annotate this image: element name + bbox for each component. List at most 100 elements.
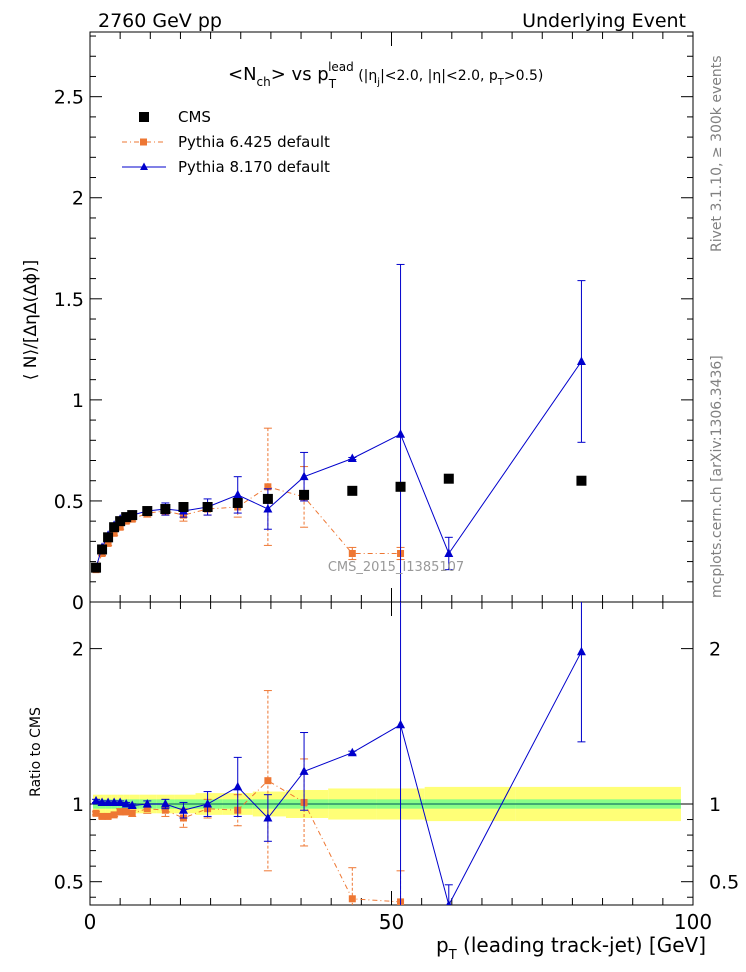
py8-ratio-marker — [160, 799, 170, 808]
cms-marker — [115, 516, 126, 527]
cms-marker — [395, 481, 406, 492]
lower-y-tick-label: 2 — [72, 639, 84, 661]
cms-marker — [576, 475, 587, 486]
py8-ratio-marker — [299, 766, 309, 775]
py6-ratio-marker — [98, 812, 106, 820]
py8-ratio-marker — [115, 797, 125, 806]
cms-marker — [121, 512, 132, 523]
py6-ratio-marker — [161, 806, 169, 814]
lower-y-tick-label: 0.5 — [54, 872, 84, 894]
py8-line — [95, 361, 582, 568]
py6-ratio-marker — [116, 808, 124, 816]
legend-py6-marker — [140, 138, 147, 146]
header-left: 2760 GeV pp — [98, 10, 222, 32]
py8-marker — [263, 504, 273, 513]
cms-marker — [232, 497, 243, 508]
mcplots-label: mcplots.cern.ch [arXiv:1306.3436] — [709, 355, 725, 598]
py8-ratio-marker — [576, 646, 586, 656]
py8-ratio-marker — [103, 797, 113, 806]
x-tick-label: 0 — [84, 910, 97, 934]
legend-py6-label: Pythia 6.425 default — [178, 133, 330, 151]
py6-marker — [348, 549, 356, 557]
py8-ratio-marker — [396, 719, 406, 729]
lower-panel: 0.5 0.5 1 1 2 2 0 50 100 — [54, 601, 739, 934]
x-axis-title: pT (leading track-jet) [GeV] — [436, 933, 706, 963]
cms-marker — [127, 510, 138, 521]
cms-series — [91, 473, 587, 573]
rivet-label: Rivet 3.1.10, ≥ 300k events — [709, 55, 725, 252]
x-tick-label: 50 — [379, 910, 404, 934]
py6-marker — [264, 483, 272, 491]
py8-marker — [576, 356, 586, 365]
py8-ratio-marker — [109, 797, 119, 806]
py8-ratio-marker — [127, 800, 137, 810]
lower-y-tick-label-right: 0.5 — [709, 872, 739, 894]
upper-y-tick-label: 1.5 — [54, 289, 84, 311]
py8-ratio-marker — [121, 799, 131, 808]
py6-ratio-marker — [264, 777, 272, 785]
cms-marker — [178, 502, 189, 512]
py6-series — [92, 427, 405, 574]
plot-title: <Nch> vs pTlead (|ηj|<2.0, |η|<2.0, pT>0… — [228, 60, 543, 91]
cms-marker — [109, 522, 120, 533]
x-tick-label: 100 — [674, 910, 712, 934]
py6-ratio-marker — [110, 811, 118, 819]
py8-ratio-marker — [233, 781, 243, 791]
cms-marker — [91, 562, 102, 573]
py8-ratio-marker — [178, 805, 188, 814]
lower-y-tick-label-right: 1 — [709, 794, 721, 816]
lower-y-axis-title: Ratio to CMS — [28, 707, 44, 797]
py8-ratio-marker — [97, 797, 107, 806]
py8-ratio-series — [91, 602, 586, 905]
upper-y-tick-label: 2 — [72, 188, 84, 210]
cms-marker — [202, 502, 213, 512]
legend-cms-marker — [139, 112, 149, 122]
legend-py8-label: Pythia 8.170 default — [178, 158, 330, 176]
py6-ratio-marker — [122, 808, 130, 816]
py6-ratio-marker — [128, 809, 136, 817]
legend-py8-marker — [140, 162, 148, 170]
header-right: Underlying Event — [522, 10, 686, 32]
upper-panel: 0 0.5 1 1.5 2 2.5 — [54, 31, 694, 614]
cms-marker — [443, 473, 454, 484]
py8-ratio-marker — [142, 799, 152, 808]
watermark: CMS_2015_I1385107 — [328, 560, 464, 575]
lower-y-tick-label: 1 — [72, 794, 84, 816]
py8-ratio-line — [95, 651, 582, 905]
py6-ratio-marker — [104, 812, 112, 820]
lower-frame — [89, 601, 694, 906]
py8-ratio-marker — [203, 799, 213, 808]
py8-series — [91, 263, 586, 602]
py6-ratio-marker — [143, 805, 151, 813]
cms-marker — [142, 506, 153, 517]
py8-ratio-marker — [446, 900, 452, 905]
lower-y-tick-label-right: 2 — [709, 639, 721, 661]
upper-y-tick-label: 0.5 — [54, 491, 84, 513]
upper-y-axis-title: ⟨ N⟩/[ΔηΔ(Δϕ)] — [21, 260, 41, 381]
py6-ratio-marker — [348, 895, 356, 903]
cms-marker — [299, 489, 310, 500]
legend: CMS Pythia 6.425 default Pythia 8.170 de… — [122, 108, 330, 176]
py8-ratio-marker — [263, 812, 273, 822]
py8-marker — [347, 453, 357, 462]
cms-marker — [347, 485, 358, 496]
upper-y-tick-label: 0 — [72, 592, 84, 614]
cms-marker — [262, 493, 273, 504]
py8-marker — [444, 548, 454, 557]
py6-ratio-marker — [92, 809, 100, 817]
py6-marker — [116, 523, 124, 531]
py8-ratio-marker — [347, 747, 357, 757]
upper-y-tick-label: 1 — [72, 390, 84, 412]
upper-y-tick-label: 2.5 — [54, 87, 84, 109]
py8-ratio-marker — [91, 795, 101, 805]
py8-marker — [396, 429, 406, 438]
py6-line — [95, 486, 401, 570]
cms-marker — [97, 544, 108, 555]
py8-marker — [299, 471, 309, 481]
py8-marker — [233, 489, 243, 499]
cms-marker — [103, 532, 114, 543]
legend-cms-label: CMS — [178, 108, 211, 126]
py6-marker — [104, 539, 112, 547]
py6-marker — [110, 529, 118, 537]
